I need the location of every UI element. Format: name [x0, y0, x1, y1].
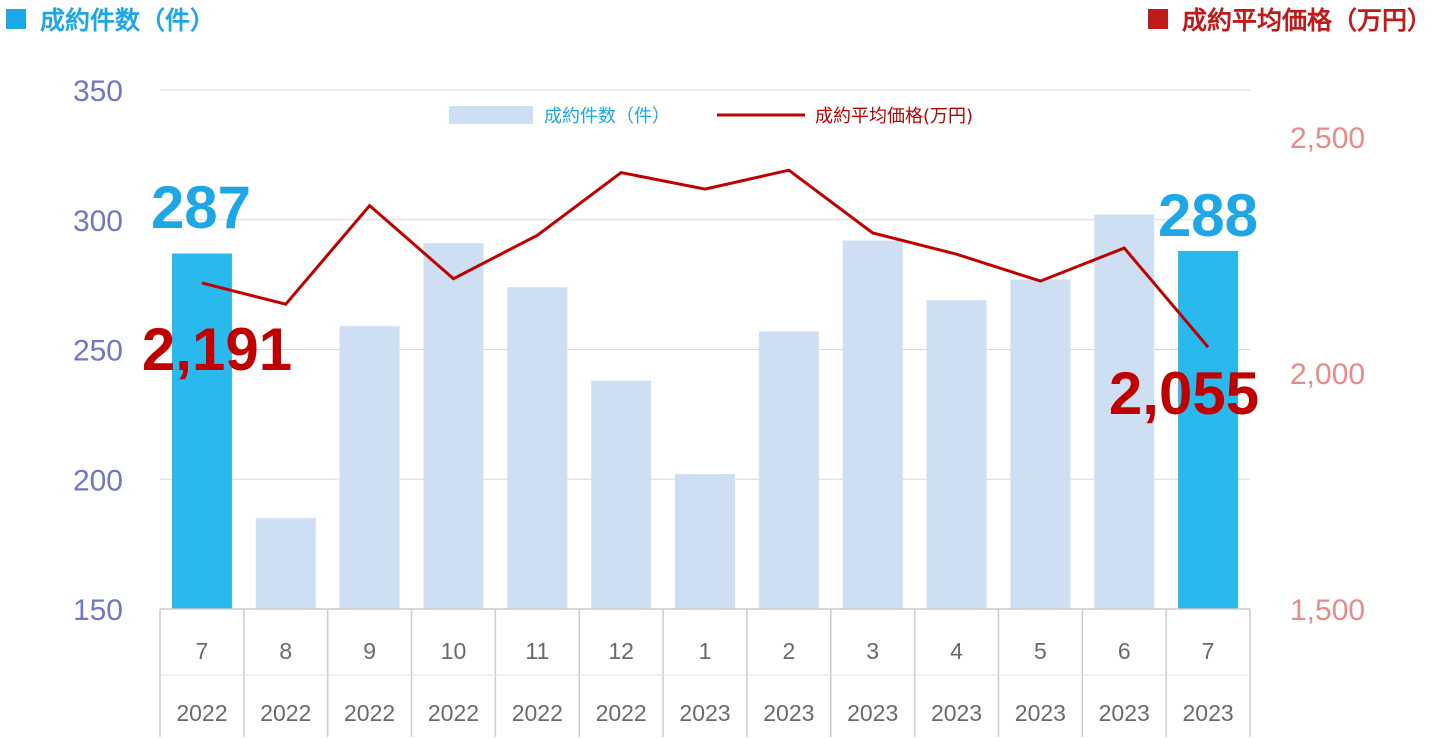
bar [171, 253, 232, 610]
year-label: 2022 [512, 700, 563, 726]
left-axis: 150 200 250 300 350 [73, 75, 123, 627]
month-label: 4 [950, 638, 963, 664]
year-label: 2023 [847, 700, 898, 726]
last-count-label: 288 [1158, 182, 1258, 249]
bar [423, 243, 484, 610]
month-label: 7 [1202, 638, 1215, 664]
gridlines [160, 89, 1250, 480]
year-label: 2023 [1015, 700, 1066, 726]
month-label: 2 [782, 638, 795, 664]
year-label: 2023 [1099, 700, 1150, 726]
bar-series [171, 214, 1239, 610]
bar [255, 518, 316, 609]
right-header-square-icon [1147, 9, 1168, 29]
right-header-title: 成約平均価格（万円） [1181, 6, 1432, 35]
first-count-label: 287 [151, 174, 251, 241]
month-label: 11 [525, 638, 549, 664]
left-header-title: 成約件数（件） [40, 6, 216, 35]
year-label: 2022 [344, 700, 395, 726]
first-price-label: 2,191 [142, 316, 292, 383]
left-header-square-icon [6, 9, 26, 29]
left-tick-label: 250 [73, 335, 123, 368]
month-label: 8 [279, 638, 292, 664]
month-label: 1 [699, 638, 712, 664]
bar [339, 326, 400, 609]
bar [591, 380, 652, 609]
month-label: 12 [608, 638, 634, 664]
last-price-label: 2,055 [1109, 360, 1259, 427]
bar [1094, 214, 1155, 609]
month-label: 10 [441, 638, 467, 664]
legend: 成約件数（件） 成約平均価格(万円) [449, 106, 973, 127]
bar [758, 331, 819, 609]
year-label: 2023 [763, 700, 814, 726]
year-label: 2022 [428, 700, 479, 726]
month-label: 6 [1118, 638, 1131, 664]
right-tick-label: 1,500 [1290, 594, 1365, 627]
right-axis: 1,500 2,000 2,500 [1290, 122, 1365, 627]
bar [1178, 250, 1239, 609]
left-axis-header: 成約件数（件） [6, 2, 215, 36]
year-label: 2022 [596, 700, 647, 726]
legend-line-label: 成約平均価格(万円) [815, 106, 973, 127]
left-tick-label: 300 [73, 205, 123, 238]
left-tick-label: 150 [73, 594, 123, 627]
month-label: 5 [1034, 638, 1047, 664]
left-tick-label: 200 [73, 464, 123, 497]
month-label: 3 [866, 638, 879, 664]
year-label: 2023 [1182, 700, 1233, 726]
bar [1010, 279, 1071, 609]
year-label: 2023 [931, 700, 982, 726]
legend-bar-swatch [449, 106, 533, 124]
right-tick-label: 2,500 [1290, 122, 1365, 155]
month-label: 9 [363, 638, 376, 664]
callouts: 287 288 2,191 2,055 [142, 174, 1259, 427]
year-label: 2022 [260, 700, 311, 726]
bar [842, 240, 903, 609]
right-axis-header: 成約平均価格（万円） [1147, 2, 1432, 36]
month-label: 7 [196, 638, 209, 664]
year-label: 2022 [176, 700, 227, 726]
bar [926, 300, 987, 609]
line-series [201, 168, 1210, 349]
left-tick-label: 350 [73, 75, 123, 108]
legend-bar-label: 成約件数（件） [544, 106, 670, 127]
bar [507, 287, 568, 609]
bar [675, 474, 735, 609]
year-label: 2023 [679, 700, 730, 726]
right-tick-label: 2,000 [1290, 358, 1365, 391]
